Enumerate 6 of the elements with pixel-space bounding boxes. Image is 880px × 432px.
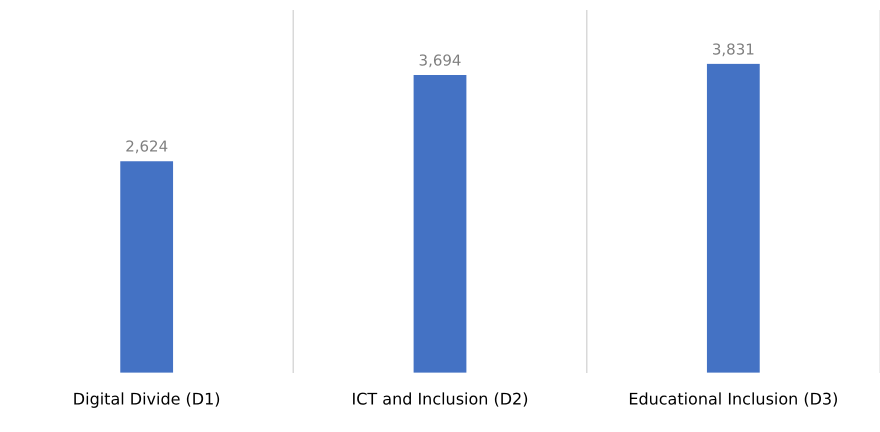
- x-tick-label: Educational Inclusion (D3): [628, 390, 838, 409]
- data-label: 3,831: [712, 40, 755, 58]
- data-label: 2,624: [125, 138, 168, 156]
- data-label: 3,694: [418, 51, 462, 70]
- x-tick-label: Digital Divide (D1): [72, 390, 221, 409]
- x-tick-label: ICT and Inclusion (D2): [352, 390, 528, 409]
